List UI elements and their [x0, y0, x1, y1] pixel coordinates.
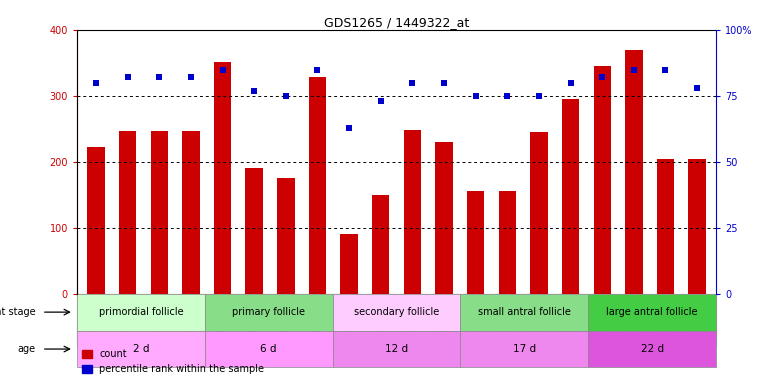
Bar	[562, 99, 579, 294]
Bar	[688, 159, 706, 294]
Bar	[205, 331, 333, 368]
Text: primordial follicle: primordial follicle	[99, 307, 183, 317]
Text: 12 d: 12 d	[385, 344, 408, 354]
Bar	[77, 294, 205, 331]
Point	[216, 66, 229, 72]
Bar	[246, 168, 263, 294]
Bar	[460, 294, 588, 331]
Bar	[588, 294, 716, 331]
Text: age: age	[18, 344, 35, 354]
Point	[596, 75, 608, 81]
Bar	[594, 66, 611, 294]
Text: 22 d: 22 d	[641, 344, 664, 354]
Text: 6 d: 6 d	[260, 344, 277, 354]
Bar	[151, 131, 168, 294]
Bar	[467, 191, 484, 294]
Point	[248, 88, 260, 94]
Bar	[403, 130, 421, 294]
Point	[374, 98, 387, 104]
Text: large antral follicle: large antral follicle	[607, 307, 698, 317]
Legend: count, percentile rank within the sample: count, percentile rank within the sample	[82, 349, 264, 374]
Bar	[205, 294, 333, 331]
Point	[185, 75, 197, 81]
Point	[90, 80, 102, 86]
Bar	[499, 191, 516, 294]
Text: 2 d: 2 d	[132, 344, 149, 354]
Point	[122, 75, 134, 81]
Bar	[588, 331, 716, 368]
Title: GDS1265 / 1449322_at: GDS1265 / 1449322_at	[324, 16, 469, 29]
Point	[628, 66, 640, 72]
Bar	[333, 331, 460, 368]
Text: 17 d: 17 d	[513, 344, 536, 354]
Point	[311, 66, 323, 72]
Point	[501, 93, 514, 99]
Point	[533, 93, 545, 99]
Text: development stage: development stage	[0, 307, 35, 317]
Text: secondary follicle: secondary follicle	[354, 307, 439, 317]
Bar	[531, 132, 547, 294]
Bar	[340, 234, 358, 294]
Bar	[372, 195, 390, 294]
Bar	[214, 62, 231, 294]
Bar	[435, 142, 453, 294]
Text: small antral follicle: small antral follicle	[478, 307, 571, 317]
Bar	[309, 78, 326, 294]
Bar	[460, 331, 588, 368]
Bar	[277, 178, 294, 294]
Point	[564, 80, 577, 86]
Text: primary follicle: primary follicle	[233, 307, 305, 317]
Bar	[625, 50, 642, 294]
Bar	[119, 131, 136, 294]
Point	[280, 93, 292, 99]
Bar	[87, 147, 105, 294]
Point	[470, 93, 482, 99]
Bar	[182, 131, 199, 294]
Bar	[77, 294, 716, 346]
Point	[407, 80, 419, 86]
Point	[438, 80, 450, 86]
Bar	[77, 331, 205, 368]
Bar	[333, 294, 460, 331]
Point	[343, 124, 355, 130]
Point	[153, 75, 166, 81]
Point	[691, 85, 703, 91]
Point	[659, 66, 671, 72]
Bar	[657, 159, 675, 294]
